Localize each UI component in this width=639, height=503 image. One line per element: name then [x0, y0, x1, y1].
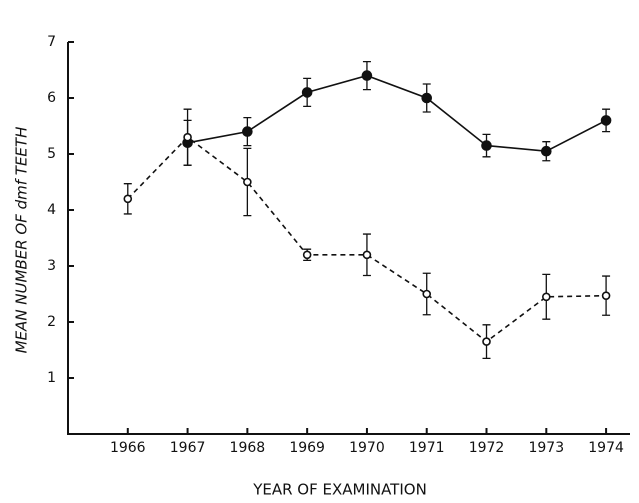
x-tick-label: 1972: [469, 440, 505, 456]
x-tick-label: 1973: [528, 440, 564, 456]
data-point: [540, 145, 552, 157]
data-point: [481, 140, 492, 151]
y-tick-label: 5: [47, 146, 56, 162]
data-point: [541, 292, 551, 302]
x-axis-label: YEAR OF EXAMINATION: [252, 481, 427, 499]
y-tick-label: 1: [47, 370, 56, 386]
x-tick-label: 1974: [588, 440, 624, 456]
data-point: [422, 289, 432, 299]
y-tick-label: 7: [47, 34, 56, 50]
series-line: [127, 136, 607, 343]
data-point: [362, 250, 372, 260]
y-tick-label: 2: [47, 314, 56, 330]
y-axis-label: MEAN NUMBER OF dmf TEETH: [13, 127, 31, 354]
data-point: [482, 337, 491, 346]
data-point: [421, 92, 433, 104]
data-point: [361, 70, 373, 81]
series-line: [187, 74, 607, 153]
data-point: [243, 177, 252, 187]
x-tick-label: 1971: [409, 440, 445, 456]
data-point: [302, 250, 312, 260]
x-tick-label: 1970: [349, 440, 385, 456]
data-point: [123, 194, 133, 204]
y-tick-label: 6: [47, 90, 56, 106]
data-point: [601, 291, 611, 300]
data-point: [183, 132, 192, 142]
x-tick-label: 1968: [230, 440, 266, 456]
x-tick-label: 1966: [110, 440, 146, 456]
data-point: [301, 87, 313, 98]
data-point: [242, 126, 253, 137]
x-tick-label: 1967: [170, 440, 206, 456]
y-tick-label: 4: [47, 202, 56, 218]
y-tick-label: 3: [47, 258, 56, 274]
data-point: [600, 115, 612, 126]
x-tick-label: 1969: [289, 440, 325, 456]
